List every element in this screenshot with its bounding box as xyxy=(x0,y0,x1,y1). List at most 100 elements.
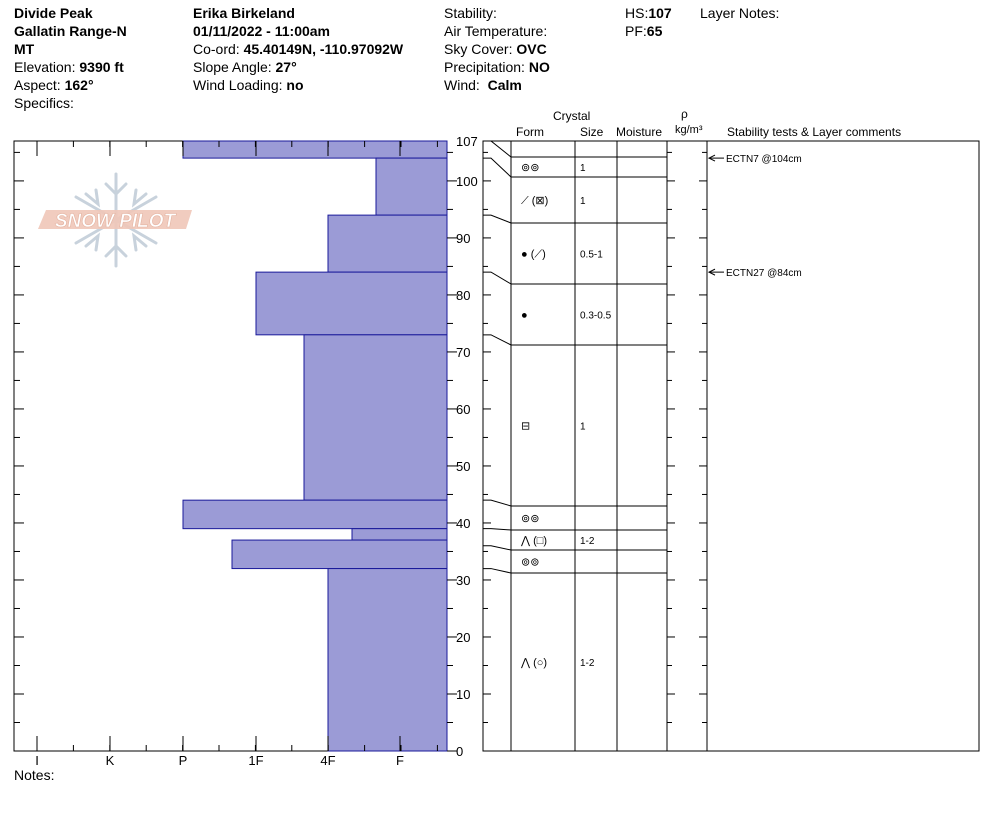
crystal-form-symbol: ● (⟋) xyxy=(521,249,546,261)
crystal-form-symbol: ⋀ (○) xyxy=(520,657,547,669)
specifics-label: Specifics: xyxy=(14,95,74,111)
notes-label: Notes: xyxy=(14,767,55,783)
hardness-layer-bar xyxy=(327,568,448,752)
aspect-label: Aspect: xyxy=(14,77,61,93)
elevation-label: Elevation: xyxy=(14,59,76,75)
stability-test-label: ECTN7 @104cm xyxy=(726,154,802,165)
test-arrow-head xyxy=(707,268,716,276)
location-name: Divide Peak xyxy=(14,5,93,21)
rho-header: ρ xyxy=(681,107,688,121)
wind-loading-row: Wind Loading: no xyxy=(193,76,304,94)
hardness-tick-label: I xyxy=(35,753,39,768)
observer-name: Erika Birkeland xyxy=(193,5,295,21)
hardness-layer-bar xyxy=(303,334,448,501)
hardness-layer-bar xyxy=(327,214,448,273)
size-header: Size xyxy=(580,125,604,139)
depth-tick-label: 50 xyxy=(456,459,470,474)
hardness-layer-bar xyxy=(231,539,448,570)
layer-connector xyxy=(483,334,512,346)
coord-value: 45.40149N, -110.97092W xyxy=(243,41,404,57)
hardness-layer-bar xyxy=(182,499,448,530)
observation-datetime: 01/11/2022 - 11:00am xyxy=(193,23,331,39)
layer-connector xyxy=(483,214,512,224)
depth-tick-label: 40 xyxy=(456,516,470,531)
depth-tick-label: 10 xyxy=(456,687,470,702)
crystal-size-value: 1 xyxy=(580,422,586,433)
depth-tick-label: 0 xyxy=(456,744,463,759)
pf-row: PF:65 xyxy=(625,22,662,40)
layer-connector xyxy=(483,271,512,285)
hardness-layer-bar xyxy=(255,271,448,336)
slope-row: Slope Angle: 27° xyxy=(193,58,297,76)
hardness-tick-label: F xyxy=(396,753,404,768)
crystal-form-symbol: ⟋ (⊠) xyxy=(521,195,548,207)
crystal-size-value: 0.3-0.5 xyxy=(580,311,612,322)
sky-row: Sky Cover: OVC xyxy=(444,40,547,58)
depth-tick-label: 107 xyxy=(456,134,478,149)
crystal-header: Crystal xyxy=(553,109,591,123)
hardness-layer-bar xyxy=(351,528,448,541)
depth-tick-label: 90 xyxy=(456,231,470,246)
layer-connector xyxy=(483,499,512,507)
layer-connector xyxy=(483,140,512,158)
wind-loading-label: Wind Loading: xyxy=(193,77,283,93)
crystal-size-value: 1-2 xyxy=(580,536,595,547)
wind-label: Wind: xyxy=(444,77,480,93)
hardness-tick-label: 4F xyxy=(320,753,335,768)
hs-row: HS:107 xyxy=(625,4,672,22)
aspect-value: 162° xyxy=(64,77,94,93)
form-header: Form xyxy=(516,125,544,139)
snowpilot-logo: SNOW PILOT xyxy=(38,172,192,268)
state-name: MT xyxy=(14,41,35,57)
crystal-table-frame xyxy=(482,140,980,752)
wind-value: Calm xyxy=(487,77,522,93)
depth-tick-label: 100 xyxy=(456,174,478,189)
crystal-form-symbol: ⊟ xyxy=(521,421,530,433)
crystal-size-value: 0.5-1 xyxy=(580,250,603,261)
depth-tick-label: 80 xyxy=(456,288,470,303)
sky-label: Sky Cover: xyxy=(444,41,513,57)
depth-tick-label: 20 xyxy=(456,630,470,645)
precip-label: Precipitation: xyxy=(444,59,525,75)
moisture-header: Moisture xyxy=(616,125,663,139)
crystal-size-value: 1 xyxy=(580,163,586,174)
coord-row: Co-ord: 45.40149N, -110.97092W xyxy=(193,40,403,58)
depth-tick-label: 30 xyxy=(456,573,470,588)
hardness-layer-bar xyxy=(375,157,448,216)
depth-tick-label: 60 xyxy=(456,402,470,417)
crystal-form-symbol: ⊚⊚ xyxy=(521,162,539,174)
crystal-form-symbol: ⊚⊚ xyxy=(521,513,539,525)
aspect-row: Aspect: 162° xyxy=(14,76,94,94)
elevation-row: Elevation: 9390 ft xyxy=(14,58,124,76)
wind-loading-value: no xyxy=(286,77,304,93)
layer-connector xyxy=(483,157,512,178)
precip-row: Precipitation: NO xyxy=(444,58,550,76)
hardness-layer-bar xyxy=(182,140,448,159)
air-temp-label: Air Temperature: xyxy=(444,23,548,39)
layer-connector xyxy=(483,568,512,574)
layer-connector xyxy=(483,528,512,531)
slope-value: 27° xyxy=(275,59,297,75)
layer-connector xyxy=(483,545,512,551)
crystal-form-symbol: ● xyxy=(521,310,528,322)
precip-value: NO xyxy=(528,59,550,75)
hardness-tick-label: 1F xyxy=(248,753,263,768)
pf-value: 65 xyxy=(646,23,663,39)
crystal-form-symbol: ⊚⊚ xyxy=(521,557,539,569)
layer-notes-label: Layer Notes: xyxy=(700,5,780,21)
depth-tick-label: 70 xyxy=(456,345,470,360)
hs-value: 107 xyxy=(648,5,672,21)
logo-text: SNOW PILOT xyxy=(55,211,177,232)
hardness-tick-label: K xyxy=(106,753,115,768)
pf-label: PF: xyxy=(625,23,647,39)
density-unit-header: kg/m³ xyxy=(675,124,703,136)
wind-row: Wind: Calm xyxy=(444,76,522,94)
stability-label: Stability: xyxy=(444,5,497,21)
hardness-tick-label: P xyxy=(179,753,188,768)
coord-label: Co-ord: xyxy=(193,41,240,57)
sky-value: OVC xyxy=(516,41,547,57)
stability-test-label: ECTN27 @84cm xyxy=(726,268,802,279)
slope-label: Slope Angle: xyxy=(193,59,272,75)
test-arrow-head xyxy=(707,154,716,162)
